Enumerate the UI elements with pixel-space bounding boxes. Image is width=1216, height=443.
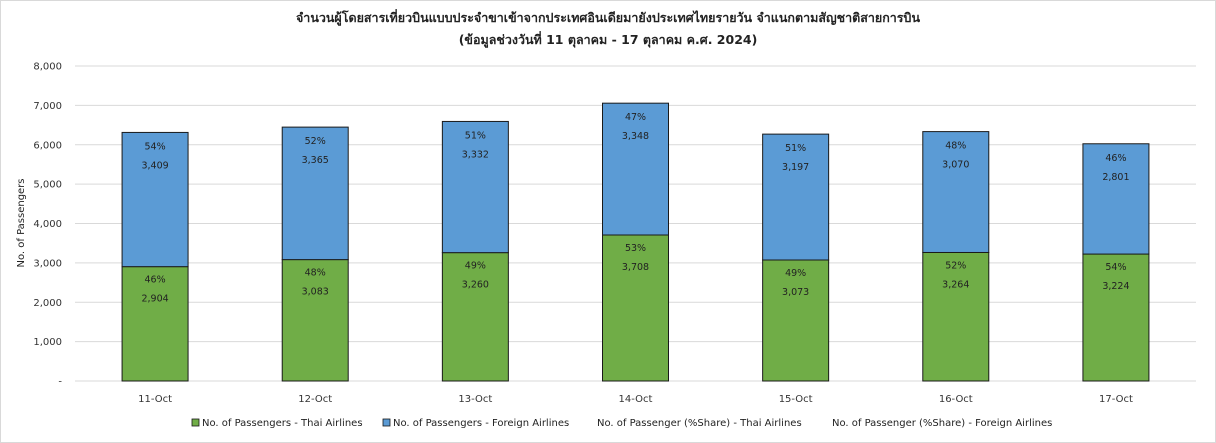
value-label-thai: 3,073: [782, 287, 809, 298]
value-label-thai: 3,224: [1102, 281, 1129, 292]
share-label-thai: 53%: [625, 243, 646, 254]
y-tick-label: 5,000: [33, 180, 62, 191]
legend-item: No. of Passenger (%Share) - Foreign Airl…: [832, 418, 1052, 429]
value-label-foreign: 3,409: [141, 160, 168, 171]
x-tick-label: 15-Oct: [779, 394, 813, 405]
bar-thai-airlines: [762, 259, 830, 382]
value-label-thai: 2,904: [141, 294, 168, 305]
y-tick-label: 2,000: [33, 298, 62, 309]
y-axis-ticks: - 1,000 2,000 3,000 4,000 5,000 6,000 7,000 8,00…: [33, 62, 62, 388]
bar-foreign-airlines: [281, 126, 349, 261]
share-label-foreign: 47%: [625, 112, 646, 123]
data-labels: 46% 2,904 54% 3,409 48% 3,083 52% 3,365 49% 3,260…: [141, 112, 1129, 304]
value-label-foreign: 2,801: [1102, 172, 1129, 183]
share-label-foreign: 48%: [945, 141, 966, 152]
share-label-thai: 54%: [1105, 262, 1126, 273]
bar-foreign-airlines: [762, 133, 830, 261]
bars: [121, 102, 1150, 382]
y-tick-label: 6,000: [33, 140, 62, 151]
y-tick-label: -: [58, 377, 62, 388]
share-label-thai: 48%: [305, 268, 326, 279]
bar-thai-airlines: [1082, 253, 1150, 382]
y-tick-label: 4,000: [33, 219, 62, 230]
bar-thai-airlines: [121, 266, 189, 382]
value-label-foreign: 3,348: [622, 131, 649, 142]
share-label-foreign: 51%: [785, 143, 806, 154]
value-label-foreign: 3,332: [462, 149, 489, 160]
x-tick-label: 12-Oct: [298, 394, 332, 405]
bar-foreign-airlines: [602, 102, 669, 236]
legend-item: No. of Passengers - Thai Airlines: [202, 418, 363, 429]
legend-swatch: [191, 418, 200, 427]
share-label-foreign: 51%: [465, 130, 486, 141]
legend-item: No. of Passengers - Foreign Airlines: [393, 418, 569, 429]
legend-item: No. of Passenger (%Share) - Thai Airline…: [597, 418, 802, 429]
y-tick-label: 3,000: [33, 258, 62, 269]
value-label-foreign: 3,365: [302, 155, 329, 166]
chart-title: จำนวนผู้โดยสารเที่ยวบินแบบประจำขาเข้าจาก…: [296, 9, 920, 26]
x-tick-label: 17-Oct: [1099, 394, 1133, 405]
x-tick-label: 14-Oct: [619, 394, 653, 405]
share-label-thai: 52%: [945, 260, 966, 271]
value-label-thai: 3,264: [942, 279, 969, 290]
chart-subtitle: (ข้อมูลช่วงวันที่ 11 ตุลาคม - 17 ตุลาคม …: [459, 31, 758, 48]
share-label-foreign: 52%: [305, 136, 326, 147]
legend-swatch: [382, 418, 391, 427]
value-label-thai: 3,083: [302, 287, 329, 298]
bar-foreign-airlines: [922, 131, 990, 253]
share-label-foreign: 46%: [1105, 153, 1126, 164]
legend: No. of Passengers - Thai Airlines No. of …: [191, 418, 1052, 429]
y-tick-label: 8,000: [33, 62, 62, 73]
x-tick-label: 11-Oct: [138, 394, 172, 405]
y-tick-label: 1,000: [33, 337, 62, 348]
bar-foreign-airlines: [121, 131, 189, 268]
bar-thai-airlines: [602, 234, 669, 382]
share-label-thai: 46%: [145, 275, 166, 286]
value-label-foreign: 3,070: [942, 160, 969, 171]
share-label-thai: 49%: [465, 261, 486, 272]
x-tick-label: 16-Oct: [939, 394, 973, 405]
bar-foreign-airlines: [1082, 143, 1150, 255]
bar-foreign-airlines: [441, 120, 509, 254]
value-label-thai: 3,260: [462, 280, 489, 291]
x-axis-ticks: 11-Oct 12-Oct 13-Oct 14-Oct 15-Oct 16-Oct 17-O…: [138, 394, 1133, 405]
y-axis-label: No. of Passengers: [16, 178, 27, 267]
value-label-thai: 3,708: [622, 262, 649, 273]
bar-thai-airlines: [922, 251, 990, 382]
x-tick-label: 13-Oct: [458, 394, 492, 405]
value-label-foreign: 3,197: [782, 162, 809, 173]
share-label-thai: 49%: [785, 268, 806, 279]
bar-thai-airlines: [441, 252, 509, 382]
gridlines: [75, 65, 1196, 382]
y-tick-label: 7,000: [33, 101, 62, 112]
share-label-foreign: 54%: [145, 141, 166, 152]
